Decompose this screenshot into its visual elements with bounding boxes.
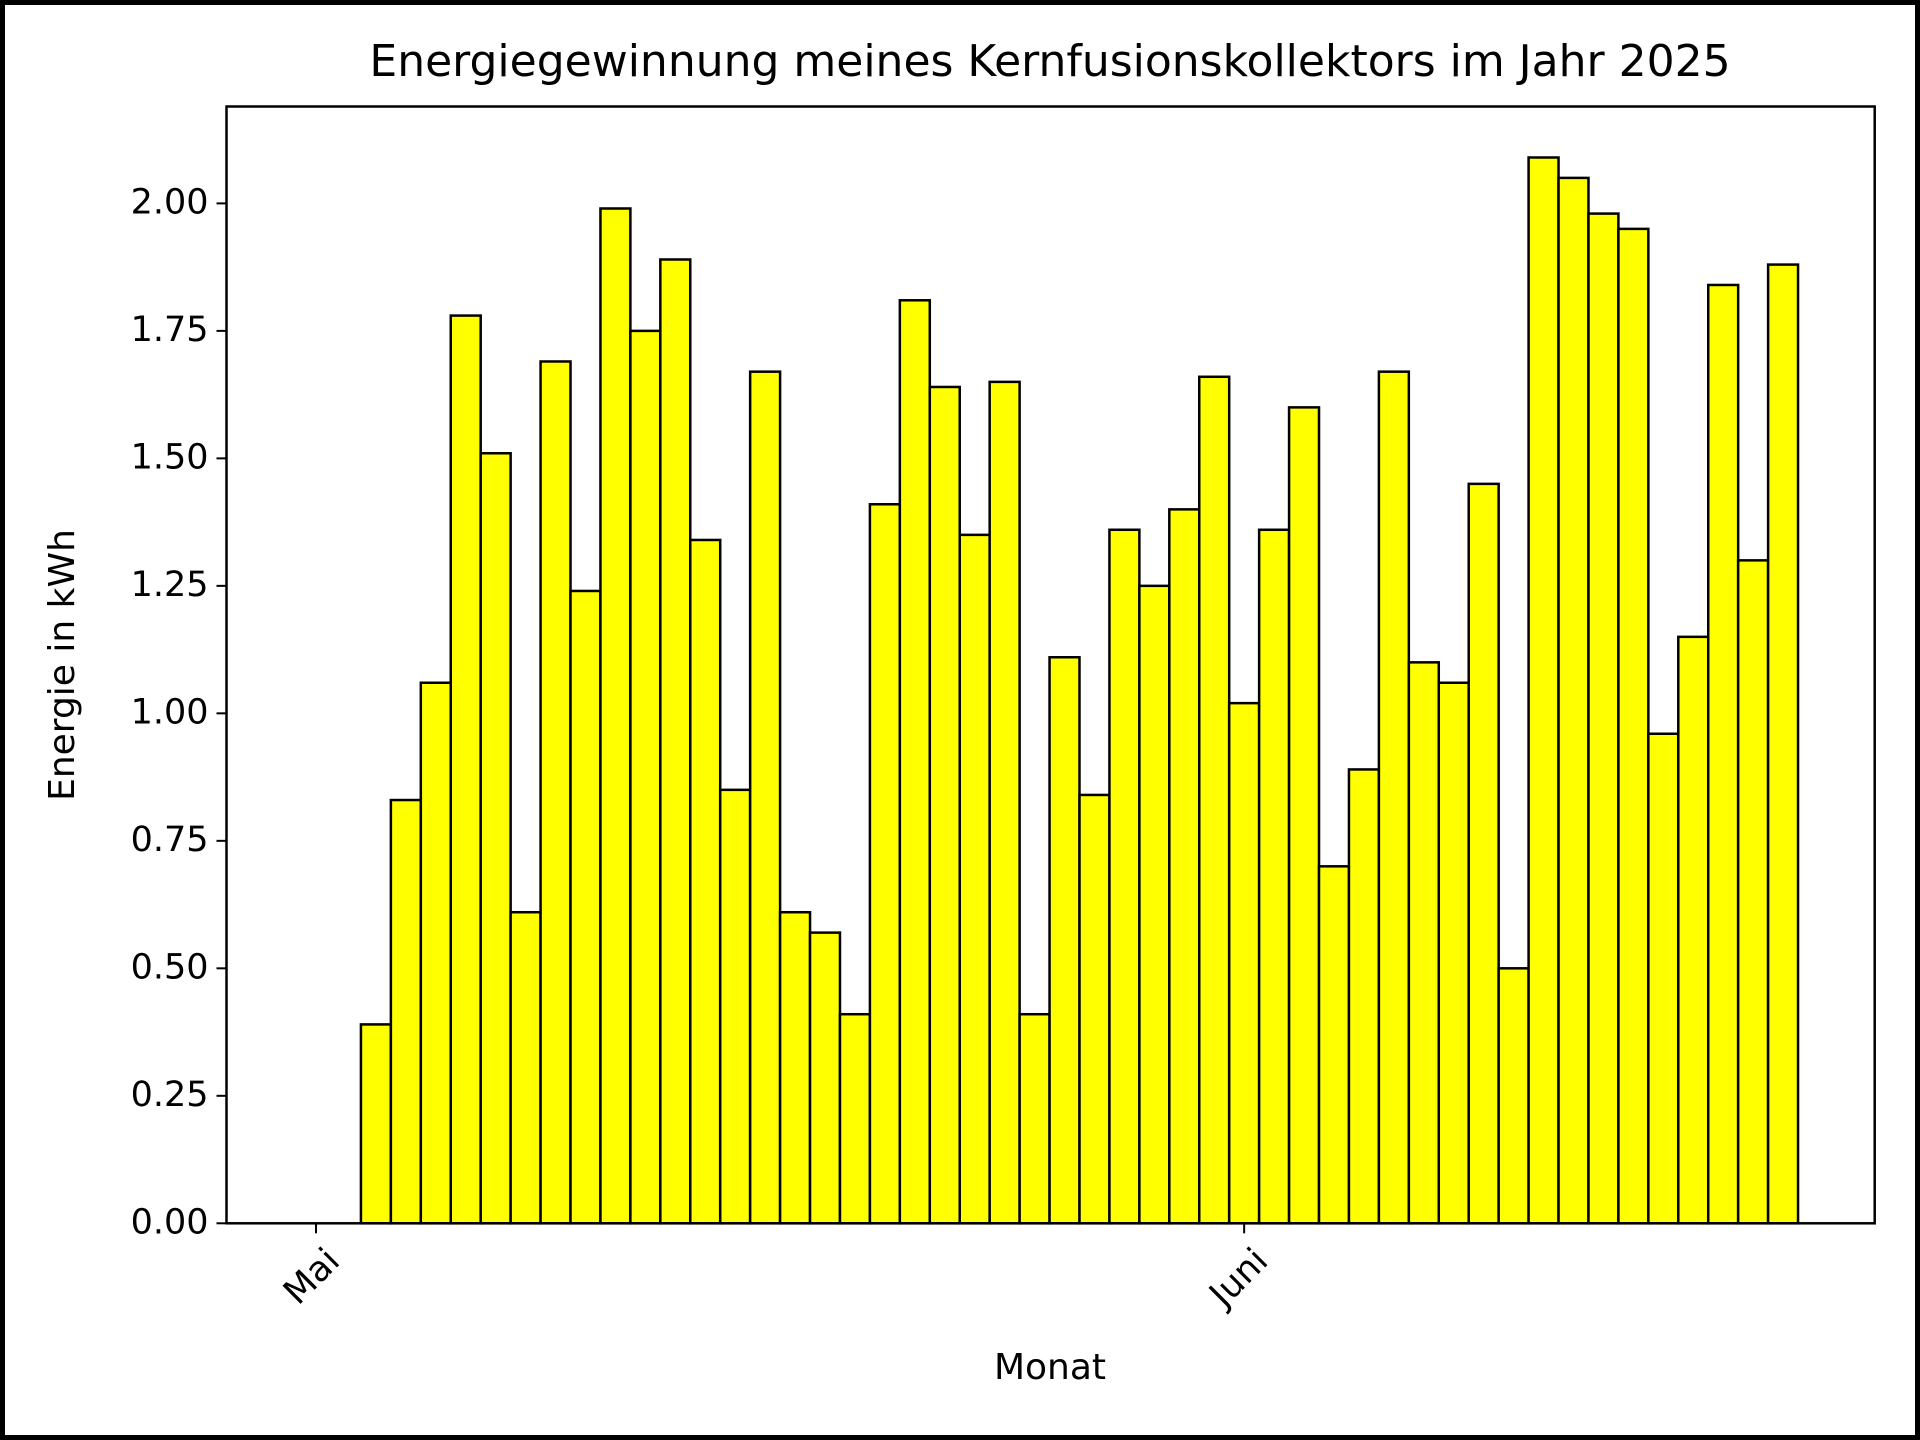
bar: [479, 452, 512, 1225]
bar: [1587, 212, 1620, 1225]
y-tick-label: 1.00: [131, 692, 209, 732]
bar: [1257, 528, 1291, 1225]
y-tick-label: 0.00: [131, 1202, 209, 1242]
y-tick-label: 1.75: [131, 310, 209, 350]
bar: [1617, 227, 1650, 1225]
y-tick-label: 0.50: [131, 947, 209, 987]
bar: [689, 538, 722, 1225]
bar: [778, 910, 812, 1225]
bar: [1706, 283, 1740, 1225]
bar: [359, 1023, 393, 1225]
y-tick-label: 1.25: [131, 565, 209, 605]
bar: [1317, 865, 1351, 1225]
bar: [1497, 967, 1530, 1225]
bar: [1377, 370, 1411, 1225]
bar: [1647, 732, 1680, 1225]
bar: [928, 385, 961, 1225]
bar: [629, 329, 662, 1225]
bar: [1527, 156, 1560, 1225]
bar: [1467, 482, 1500, 1225]
bar: [599, 207, 632, 1225]
bar: [958, 533, 991, 1225]
bar: [419, 681, 453, 1225]
bar: [1078, 793, 1111, 1225]
bar: [988, 380, 1021, 1225]
bar: [1048, 656, 1081, 1225]
chart-title: Energiegewinnung meines Kernfusionskolle…: [369, 36, 1730, 87]
y-tick-label: 0.75: [131, 820, 209, 860]
bar: [1766, 263, 1800, 1225]
x-axis-label: Monat: [994, 1347, 1106, 1388]
bar: [868, 503, 902, 1225]
y-tick-label: 0.25: [131, 1075, 209, 1115]
bar: [1108, 528, 1141, 1225]
bar: [1018, 1012, 1051, 1225]
y-tick-label: 1.50: [131, 437, 209, 477]
bar: [1407, 661, 1441, 1225]
bar: [1138, 584, 1171, 1225]
bar: [449, 314, 482, 1225]
y-tick-label: 2.00: [131, 182, 209, 222]
bar: [659, 258, 692, 1225]
y-axis-label: Energie in kWh: [42, 529, 83, 801]
bar: [1287, 406, 1321, 1225]
bar: [1677, 635, 1710, 1225]
bar: [1736, 559, 1770, 1225]
bar: [898, 299, 932, 1225]
bar: [1557, 176, 1590, 1225]
bar: [748, 370, 782, 1225]
bar: [1227, 701, 1261, 1225]
bar: [1347, 768, 1381, 1225]
bar: [539, 360, 572, 1225]
bar: [718, 788, 752, 1225]
bar: [1437, 681, 1470, 1225]
bar: [808, 931, 842, 1225]
bar: [389, 798, 423, 1225]
bar: [569, 589, 602, 1225]
bar: [509, 910, 542, 1225]
axes-frame: [225, 105, 1876, 1225]
bar: [1168, 508, 1201, 1225]
bar: [1198, 375, 1231, 1225]
bar: [838, 1012, 872, 1225]
